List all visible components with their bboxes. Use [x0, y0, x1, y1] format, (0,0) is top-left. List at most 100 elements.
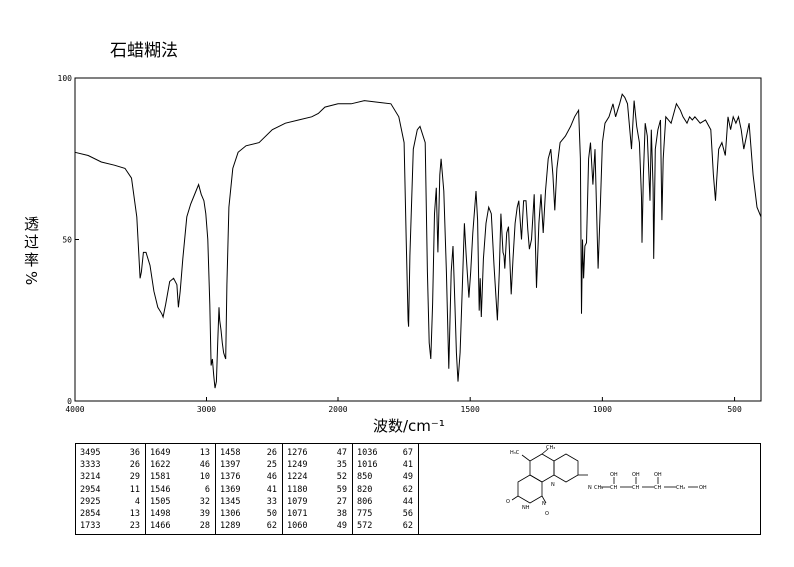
- peak-transmittance: 26: [266, 448, 277, 458]
- riboflavin-structure: H₃C CH₃ OH OH OH N CH₂ CH CH CH CH₂ OH N…: [506, 445, 707, 517]
- peak-wavenumber: 1498: [150, 508, 171, 519]
- peak-row: 1505 32: [146, 496, 215, 508]
- peak-wavenumber: 1224: [287, 472, 308, 483]
- peak-row: 806 44: [353, 496, 418, 508]
- peak-transmittance: 13: [199, 448, 210, 458]
- peak-wavenumber: 2954: [80, 484, 101, 495]
- oxygen-label-2: O: [545, 511, 549, 517]
- peak-transmittance: 62: [402, 484, 413, 495]
- peak-transmittance: 67: [402, 448, 413, 458]
- peak-transmittance: 28: [199, 521, 210, 532]
- ch2-label-2: CH₂: [676, 485, 685, 491]
- ring-n-label-2: N: [542, 501, 546, 507]
- ch-label-1: CH: [610, 485, 617, 491]
- x-tick-label: 1000: [593, 405, 612, 414]
- methyl-right-label: CH₃: [546, 445, 555, 451]
- nh-label: NH: [522, 505, 530, 511]
- peak-row: 1180 59: [283, 484, 352, 496]
- peak-wavenumber: 1546: [150, 484, 171, 495]
- peak-wavenumber: 1249: [287, 460, 308, 471]
- peak-wavenumber: 806: [357, 496, 373, 507]
- peak-transmittance: 13: [129, 508, 140, 519]
- peak-wavenumber: 1376: [220, 472, 241, 483]
- peak-row: 2925 4: [76, 496, 145, 508]
- peak-transmittance: 29: [129, 472, 140, 483]
- peak-table: 3495 36 3333 26 3214 29 2954 11 2925 4 2854 13…: [75, 443, 761, 535]
- peak-wavenumber: 1466: [150, 521, 171, 532]
- peak-wavenumber: 775: [357, 508, 373, 519]
- peak-transmittance: 49: [336, 521, 347, 532]
- peak-wavenumber: 572: [357, 521, 373, 532]
- peak-row: 1649 13: [146, 447, 215, 459]
- x-axis-ticks: 4000 3000 2000 1500 1000 500: [65, 397, 742, 414]
- peak-row: 1622 46: [146, 459, 215, 471]
- peak-row: 1249 35: [283, 459, 352, 471]
- peak-wavenumber: 1649: [150, 448, 171, 458]
- peak-row: 1345 33: [216, 496, 282, 508]
- peak-wavenumber: 1345: [220, 496, 241, 507]
- peak-wavenumber: 1079: [287, 496, 308, 507]
- peak-transmittance: 44: [402, 496, 413, 507]
- peak-row: 775 56: [353, 508, 418, 520]
- ch2-label-1: CH₂: [594, 485, 603, 491]
- y-axis-label-char-1: 透: [24, 215, 39, 233]
- peak-row: 1466 28: [146, 520, 215, 532]
- x-axis-label: 波数/cm⁻¹: [373, 417, 445, 435]
- peak-transmittance: 56: [402, 508, 413, 519]
- y-tick-label: 0: [67, 397, 72, 406]
- peak-wavenumber: 1036: [357, 448, 378, 458]
- oh-end-label: OH: [699, 485, 707, 491]
- peak-row: 1546 6: [146, 484, 215, 496]
- peak-wavenumber: 1180: [287, 484, 308, 495]
- y-axis-label-char-4: %: [22, 271, 40, 285]
- peak-transmittance: 41: [266, 484, 277, 495]
- peak-column: 1036 67 1016 41 850 49 820 62 806 44 775 56 57…: [353, 444, 419, 534]
- peak-row: 1071 38: [283, 508, 352, 520]
- peak-row: 1289 62: [216, 520, 282, 532]
- peak-wavenumber: 850: [357, 472, 373, 483]
- peak-column: 1458 26 1397 25 1376 46 1369 41 1345 33 1306 5…: [216, 444, 283, 534]
- peak-transmittance: 46: [266, 472, 277, 483]
- peak-wavenumber: 1581: [150, 472, 171, 483]
- peak-transmittance: 25: [266, 460, 277, 471]
- peak-transmittance: 50: [266, 508, 277, 519]
- peak-row: 3333 26: [76, 459, 145, 471]
- peak-wavenumber: 1016: [357, 460, 378, 471]
- peak-transmittance: 26: [129, 460, 140, 471]
- peak-row: 3214 29: [76, 471, 145, 483]
- peak-wavenumber: 1733: [80, 521, 101, 532]
- peak-transmittance: 35: [336, 460, 347, 471]
- peak-transmittance: 27: [336, 496, 347, 507]
- ring-bonds: [511, 448, 698, 504]
- peak-row: 1498 39: [146, 508, 215, 520]
- y-axis-label-char-3: 率: [24, 251, 39, 269]
- x-tick-label: 3000: [197, 405, 216, 414]
- peak-wavenumber: 1505: [150, 496, 171, 507]
- peak-row: 1016 41: [353, 459, 418, 471]
- peak-row: 1060 49: [283, 520, 352, 532]
- peak-transmittance: 62: [266, 521, 277, 532]
- oh-label-3: OH: [654, 472, 662, 478]
- peak-wavenumber: 2925: [80, 496, 101, 507]
- plot-frame: [74, 77, 762, 402]
- peak-transmittance: 39: [199, 508, 210, 519]
- peak-row: 2954 11: [76, 484, 145, 496]
- methyl-left-label: H₃C: [510, 450, 520, 456]
- peak-wavenumber: 1276: [287, 448, 308, 458]
- y-axis-label: 透 过 率 %: [22, 215, 40, 285]
- chart-title: 石蜡糊法: [110, 41, 178, 61]
- peak-column: 3495 36 3333 26 3214 29 2954 11 2925 4 2854 13…: [76, 444, 146, 534]
- oh-label-1: OH: [610, 472, 618, 478]
- peak-transmittance: 38: [336, 508, 347, 519]
- peak-transmittance: 52: [336, 472, 347, 483]
- peak-wavenumber: 3214: [80, 472, 101, 483]
- peak-row: 1458 26: [216, 447, 282, 459]
- peak-transmittance: 46: [199, 460, 210, 471]
- peak-wavenumber: 1458: [220, 448, 241, 458]
- peak-row: 3495 36: [76, 447, 145, 459]
- x-tick-label: 500: [727, 405, 742, 414]
- peak-transmittance: 33: [266, 496, 277, 507]
- peak-wavenumber: 1306: [220, 508, 241, 519]
- chain-n-label: N: [588, 485, 592, 491]
- peak-wavenumber: 1060: [287, 521, 308, 532]
